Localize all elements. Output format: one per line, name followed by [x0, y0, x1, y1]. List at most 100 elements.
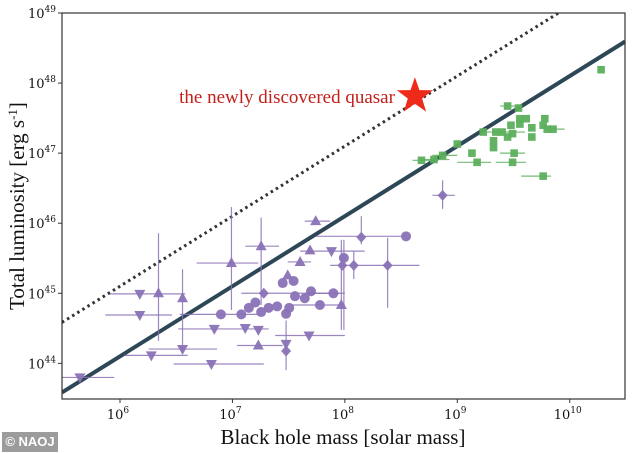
up-triangle-marker [310, 215, 322, 226]
purple-data-point [239, 323, 251, 334]
green-data-point [423, 155, 450, 164]
y-tick-label: 1045 [28, 285, 56, 302]
y-axis-title-end: ] [5, 102, 29, 109]
circle-marker [328, 288, 339, 299]
x-tick-label: 108 [332, 406, 355, 423]
square-marker [453, 140, 462, 148]
purple-data-point [287, 255, 312, 266]
circle-marker [256, 307, 267, 318]
y-axis-title-main: Total luminosity [erg s [5, 120, 29, 310]
green-data-point [541, 114, 549, 123]
down-triangle-marker [239, 323, 251, 334]
green-data-point [489, 137, 498, 145]
circle-marker [338, 252, 349, 263]
green-data-point [516, 120, 524, 128]
green-data-point [432, 151, 458, 160]
up-triangle-marker [252, 339, 264, 350]
square-marker [503, 102, 512, 110]
purple-data-point [356, 216, 367, 245]
up-triangle-marker [255, 240, 267, 251]
purple-data-point [148, 345, 218, 356]
down-triangle-marker [205, 359, 217, 370]
diamond-marker [348, 259, 359, 271]
y-axis-title-sup: -1 [5, 109, 20, 120]
green-data-point [495, 158, 527, 167]
down-triangle-marker [134, 310, 146, 321]
purple-data-point [178, 324, 269, 335]
purple-data-point [275, 331, 345, 342]
y-tick-label: 1044 [28, 355, 56, 372]
purple-data-point [304, 244, 316, 255]
down-triangle-marker [303, 331, 315, 342]
purple-data-point [281, 308, 292, 319]
purple-data-point [288, 275, 299, 286]
up-triangle-marker [294, 255, 306, 266]
diamond-marker [437, 189, 448, 201]
square-marker [522, 114, 531, 123]
square-marker [489, 143, 498, 152]
purple-data-point [105, 310, 172, 321]
purple-data-point [277, 278, 288, 289]
circle-marker [288, 275, 299, 286]
green-data-point [544, 125, 565, 133]
circle-marker [243, 302, 254, 313]
purple-data-point [315, 231, 412, 242]
plot-frame [61, 12, 626, 400]
square-marker [539, 172, 547, 180]
circle-marker [401, 231, 412, 242]
purple-data-point [299, 293, 310, 304]
naoj-watermark: © NAOJ [2, 432, 58, 452]
green-data-point [453, 140, 462, 148]
purple-data-point [338, 239, 349, 330]
square-marker [507, 121, 515, 130]
x-tick-label: 1010 [554, 406, 582, 423]
green-data-point [479, 128, 488, 136]
x-axis-title: Black hole mass [solar mass] [221, 425, 466, 449]
circle-marker [299, 293, 310, 304]
purple-data-point [335, 239, 347, 330]
square-marker [549, 125, 557, 133]
square-marker [528, 123, 536, 132]
purple-data-point [272, 301, 283, 312]
square-marker [528, 133, 536, 141]
purple-data-point [281, 320, 292, 371]
down-triangle-marker [177, 345, 189, 356]
square-marker [541, 114, 549, 123]
green-data-point [528, 123, 536, 132]
y-tick-label: 1048 [28, 75, 56, 92]
purple-data-point [62, 373, 115, 384]
up-triangle-marker [152, 287, 164, 298]
purple-data-point [304, 215, 331, 226]
green-data-point [500, 149, 526, 157]
green-data-point [486, 128, 526, 136]
green-data-point [507, 121, 515, 130]
diamond-marker [258, 287, 269, 299]
square-marker [417, 156, 426, 165]
up-triangle-marker [335, 299, 347, 310]
green-data-point [528, 133, 536, 141]
purple-data-point [252, 325, 264, 336]
y-tick-label: 1046 [28, 215, 56, 232]
x-tick-label: 107 [219, 406, 242, 423]
circle-marker [289, 291, 300, 302]
down-triangle-marker [74, 373, 86, 384]
purple-data-point [263, 302, 274, 313]
purple-data-point [304, 288, 345, 299]
purple-data-point [282, 269, 294, 280]
purple-data-point [289, 291, 300, 302]
green-data-point [468, 149, 476, 157]
square-marker [503, 133, 512, 141]
circle-marker [272, 301, 283, 312]
square-marker [498, 128, 506, 136]
green-data-point [503, 133, 512, 141]
circle-marker [277, 278, 288, 289]
circle-marker [314, 300, 325, 311]
up-triangle-marker [304, 244, 316, 255]
purple-data-point [243, 302, 254, 313]
up-triangle-marker [177, 292, 189, 303]
purple-data-point [177, 269, 189, 352]
diamond-marker [356, 231, 367, 243]
x-tick-label: 106 [107, 406, 130, 423]
purple-data-point [348, 251, 359, 279]
green-data-point [516, 114, 524, 123]
